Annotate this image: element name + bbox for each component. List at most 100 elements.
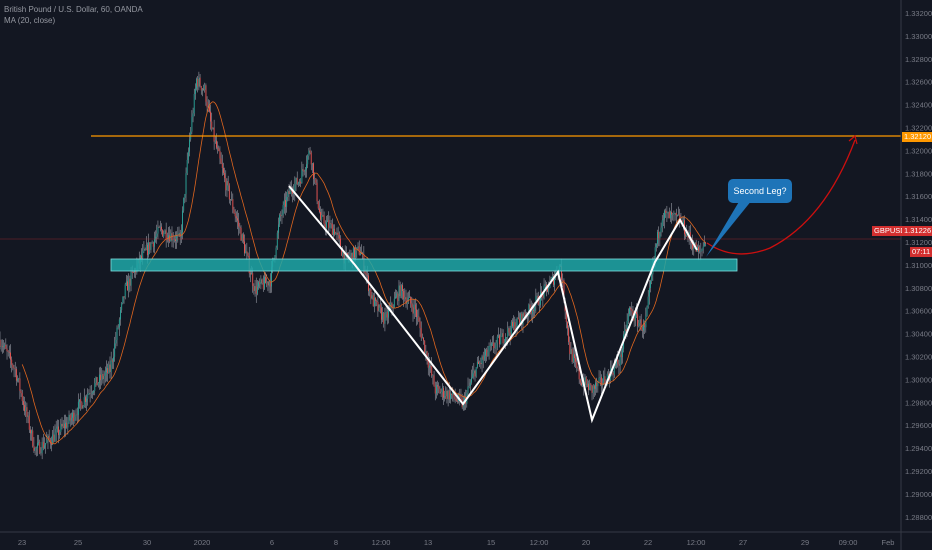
candle-body — [5, 344, 7, 349]
candle-body — [315, 178, 317, 183]
candle-body — [72, 412, 73, 418]
candle-body — [300, 181, 302, 184]
candle-body — [378, 304, 380, 311]
candle-body — [413, 304, 415, 314]
candle-body — [693, 247, 695, 250]
candle-body — [110, 360, 112, 373]
candle-body — [267, 281, 269, 286]
x-tick-label: 2020 — [194, 538, 211, 547]
candle-body — [302, 169, 304, 171]
candle-body — [669, 211, 671, 219]
candle-body — [235, 216, 237, 219]
candle-body — [161, 226, 162, 230]
candle-body — [204, 85, 206, 90]
candle-body — [517, 317, 519, 320]
candle-body — [431, 366, 433, 376]
candle-body — [62, 423, 64, 427]
candle-body — [662, 219, 664, 221]
candle-body — [585, 377, 587, 386]
candle-body — [561, 265, 563, 281]
candle-body — [329, 223, 331, 228]
candle-body — [35, 447, 37, 449]
candle-body — [502, 333, 504, 344]
candle-body — [423, 337, 424, 341]
candle-body — [81, 402, 83, 409]
candle-body — [568, 327, 570, 342]
candle-body — [419, 321, 421, 329]
candle-body — [634, 311, 636, 321]
candle-body — [395, 296, 396, 299]
candle-body — [217, 147, 219, 149]
candle-body — [224, 172, 226, 179]
candle-body — [155, 236, 157, 240]
candle-body — [516, 317, 518, 328]
candle-body — [77, 401, 79, 416]
candle-body — [340, 238, 341, 249]
candle-body — [661, 220, 663, 228]
candle-body — [402, 285, 403, 291]
candle-body — [480, 362, 482, 365]
callout-second-leg[interactable]: Second Leg? — [728, 179, 792, 203]
candle-body — [541, 291, 543, 294]
candle-body — [304, 169, 306, 172]
y-tick-label: 1.32600 — [905, 78, 932, 87]
candle-body — [285, 200, 286, 207]
candle-body — [19, 378, 21, 391]
candle-body — [279, 214, 281, 225]
candle-body — [400, 285, 402, 297]
y-tick-label: 1.32400 — [905, 101, 932, 110]
candle-body — [246, 251, 248, 254]
candle-body — [145, 244, 147, 250]
candle-body — [6, 348, 8, 352]
candle-body — [675, 212, 677, 216]
candle-body — [74, 416, 76, 422]
candle-body — [621, 348, 623, 358]
candle-body — [242, 234, 244, 242]
candle-body — [375, 297, 377, 301]
symbol-title[interactable]: British Pound / U.S. Dollar, 60, OANDA — [4, 5, 143, 14]
candle-body — [639, 319, 641, 323]
x-tick-label: 25 — [74, 538, 82, 547]
candle-body — [314, 178, 316, 180]
candle-body — [440, 391, 442, 394]
candle-body — [297, 182, 299, 185]
candle-body — [335, 232, 337, 235]
candle-body — [59, 431, 61, 436]
candle-body — [87, 394, 89, 399]
candle-body — [317, 201, 319, 209]
candle-body — [258, 282, 260, 287]
candle-body — [446, 390, 448, 399]
support-zone[interactable] — [110, 258, 738, 272]
y-tick-label: 1.31200 — [905, 238, 932, 247]
candle-body — [111, 360, 113, 362]
candle-body — [46, 440, 48, 444]
x-tick-label: 23 — [18, 538, 26, 547]
candle-body — [588, 383, 589, 391]
candle-body — [170, 233, 172, 242]
candle-body — [101, 373, 103, 381]
candle-body — [545, 284, 547, 288]
candle-body — [303, 170, 305, 172]
candle-body — [124, 284, 126, 298]
zigzag-pattern[interactable] — [288, 185, 698, 424]
candle-body — [445, 390, 447, 397]
candle-body — [86, 398, 88, 402]
candle-body — [237, 218, 238, 221]
candle-body — [509, 332, 511, 337]
candle-body — [396, 293, 398, 297]
candle-body — [365, 273, 367, 275]
candle-body — [18, 378, 20, 380]
candle-body — [667, 211, 669, 213]
candle-body — [14, 368, 16, 370]
indicator-label[interactable]: MA (20, close) — [4, 16, 56, 25]
candle-body — [266, 281, 268, 284]
candle-body — [320, 211, 322, 220]
projection-curve[interactable] — [706, 139, 856, 255]
candle-body — [542, 293, 544, 298]
candle-body — [115, 339, 117, 344]
candle-body — [223, 168, 224, 173]
candle-body — [454, 397, 456, 400]
candle-body — [383, 312, 385, 324]
candle-body — [132, 272, 134, 273]
